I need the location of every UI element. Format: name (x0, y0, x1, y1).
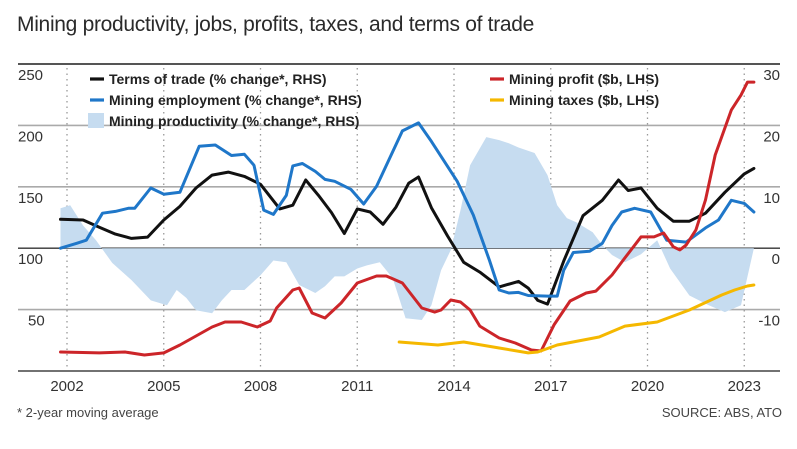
x-tick-label: 2014 (437, 378, 470, 395)
axis-layer: 2002 2005 2008 2011 2014 2017 2020 202350100150… (18, 67, 780, 395)
left-tick-label: 250 (18, 67, 43, 84)
series-area-mining-productivity (60, 137, 754, 320)
legend-item: Mining employment (% change*, RHS) (90, 92, 362, 108)
left-tick-label: 50 (28, 313, 45, 330)
x-tick-label: 2023 (728, 378, 761, 395)
legend-item: Mining taxes ($b, LHS) (490, 92, 659, 108)
legend: Terms of trade (% change*, RHS) Mining em… (88, 71, 659, 129)
x-tick-label: 2002 (50, 378, 83, 395)
left-tick-label: 150 (18, 190, 43, 207)
series-line-mining-employment (59, 121, 756, 298)
grid (18, 63, 780, 371)
chart-title: Mining productivity, jobs, profits, taxe… (17, 13, 535, 36)
footnote: * 2-year moving average (17, 405, 159, 420)
x-tick-label: 2008 (244, 378, 277, 395)
series-line-mining-taxes (397, 283, 756, 355)
source-note: SOURCE: ABS, ATO (661, 405, 782, 420)
x-tick-label: 2005 (147, 378, 180, 395)
legend-item: Mining profit ($b, LHS) (490, 71, 659, 87)
right-tick-label: -10 (758, 313, 780, 330)
x-tick-label: 2011 (341, 378, 373, 395)
right-tick-label: 30 (763, 67, 780, 84)
left-tick-label: 200 (18, 128, 43, 145)
legend-label: Mining employment (% change*, RHS) (109, 92, 362, 108)
series-line-mining-profit (59, 80, 756, 357)
legend-swatch (88, 113, 104, 128)
legend-label: Mining productivity (% change*, RHS) (109, 113, 359, 129)
legend-label: Mining profit ($b, LHS) (509, 71, 659, 87)
legend-item: Terms of trade (% change*, RHS) (90, 71, 327, 87)
line-layer (59, 80, 756, 357)
productivity-area-layer (60, 137, 754, 320)
left-tick-label: 100 (18, 251, 43, 268)
legend-label: Mining taxes ($b, LHS) (509, 92, 659, 108)
series-line-terms-of-trade (59, 166, 756, 306)
right-tick-label: 0 (772, 251, 780, 268)
x-tick-label: 2020 (631, 378, 664, 395)
right-tick-label: 20 (763, 128, 780, 145)
legend-item: Mining productivity (% change*, RHS) (88, 113, 359, 129)
legend-label: Terms of trade (% change*, RHS) (109, 71, 327, 87)
x-tick-label: 2017 (534, 378, 567, 395)
right-tick-label: 10 (763, 190, 780, 207)
